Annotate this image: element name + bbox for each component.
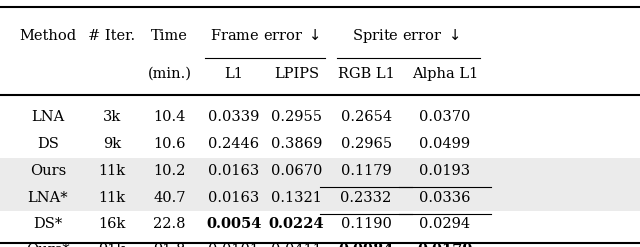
- Text: 0.0101: 0.0101: [208, 243, 259, 247]
- Text: 0.2332: 0.2332: [340, 191, 392, 205]
- Text: 0.0193: 0.0193: [419, 164, 470, 178]
- Text: DS*: DS*: [33, 217, 63, 231]
- Text: 22.8: 22.8: [154, 217, 186, 231]
- Text: 0.0224: 0.0224: [269, 217, 324, 231]
- Text: 0.0339: 0.0339: [208, 110, 259, 124]
- Text: 0.3869: 0.3869: [271, 137, 322, 151]
- Text: Ours: Ours: [30, 164, 66, 178]
- Text: 0.0294: 0.0294: [419, 217, 470, 231]
- Bar: [0, 158, 640, 184]
- Text: 0.1190: 0.1190: [340, 217, 392, 231]
- Text: Ours*: Ours*: [26, 243, 70, 247]
- Text: Sprite error $\downarrow$: Sprite error $\downarrow$: [352, 27, 459, 45]
- Text: # Iter.: # Iter.: [88, 29, 136, 43]
- Text: 0.0370: 0.0370: [419, 110, 470, 124]
- Text: 10.6: 10.6: [154, 137, 186, 151]
- Text: 0.0179: 0.0179: [417, 243, 472, 247]
- Text: Alpha L1: Alpha L1: [412, 67, 478, 81]
- Text: 16k: 16k: [99, 217, 125, 231]
- Text: 0.0163: 0.0163: [208, 191, 259, 205]
- Text: 0.1179: 0.1179: [340, 164, 392, 178]
- Text: 0.0054: 0.0054: [206, 217, 261, 231]
- Text: 0.2965: 0.2965: [340, 137, 392, 151]
- Text: 0.1321: 0.1321: [271, 191, 322, 205]
- Text: 10.4: 10.4: [154, 110, 186, 124]
- Text: DS: DS: [37, 137, 59, 151]
- Text: 0.0984: 0.0984: [339, 243, 394, 247]
- Text: LPIPS: LPIPS: [274, 67, 319, 81]
- Text: Time: Time: [151, 29, 188, 43]
- Text: 0.2955: 0.2955: [271, 110, 322, 124]
- Text: 40.7: 40.7: [154, 191, 186, 205]
- Text: 91k: 91k: [99, 243, 125, 247]
- Text: 0.0411: 0.0411: [271, 243, 322, 247]
- Text: 91.8: 91.8: [154, 243, 186, 247]
- Text: 0.0670: 0.0670: [271, 164, 322, 178]
- Text: Frame error $\downarrow$: Frame error $\downarrow$: [210, 28, 320, 43]
- Text: 0.0336: 0.0336: [419, 191, 470, 205]
- Text: 0.0499: 0.0499: [419, 137, 470, 151]
- Text: L1: L1: [224, 67, 243, 81]
- Text: 11k: 11k: [99, 164, 125, 178]
- Text: 0.0163: 0.0163: [208, 164, 259, 178]
- Text: 11k: 11k: [99, 191, 125, 205]
- Text: 0.2446: 0.2446: [208, 137, 259, 151]
- Text: LNA: LNA: [31, 110, 65, 124]
- Text: 3k: 3k: [103, 110, 121, 124]
- Text: Method: Method: [19, 29, 77, 43]
- Text: 10.2: 10.2: [154, 164, 186, 178]
- Bar: [0, 184, 640, 211]
- Text: 9k: 9k: [103, 137, 121, 151]
- Text: 0.2654: 0.2654: [340, 110, 392, 124]
- Text: RGB L1: RGB L1: [338, 67, 394, 81]
- Text: LNA*: LNA*: [28, 191, 68, 205]
- Text: (min.): (min.): [148, 67, 191, 81]
